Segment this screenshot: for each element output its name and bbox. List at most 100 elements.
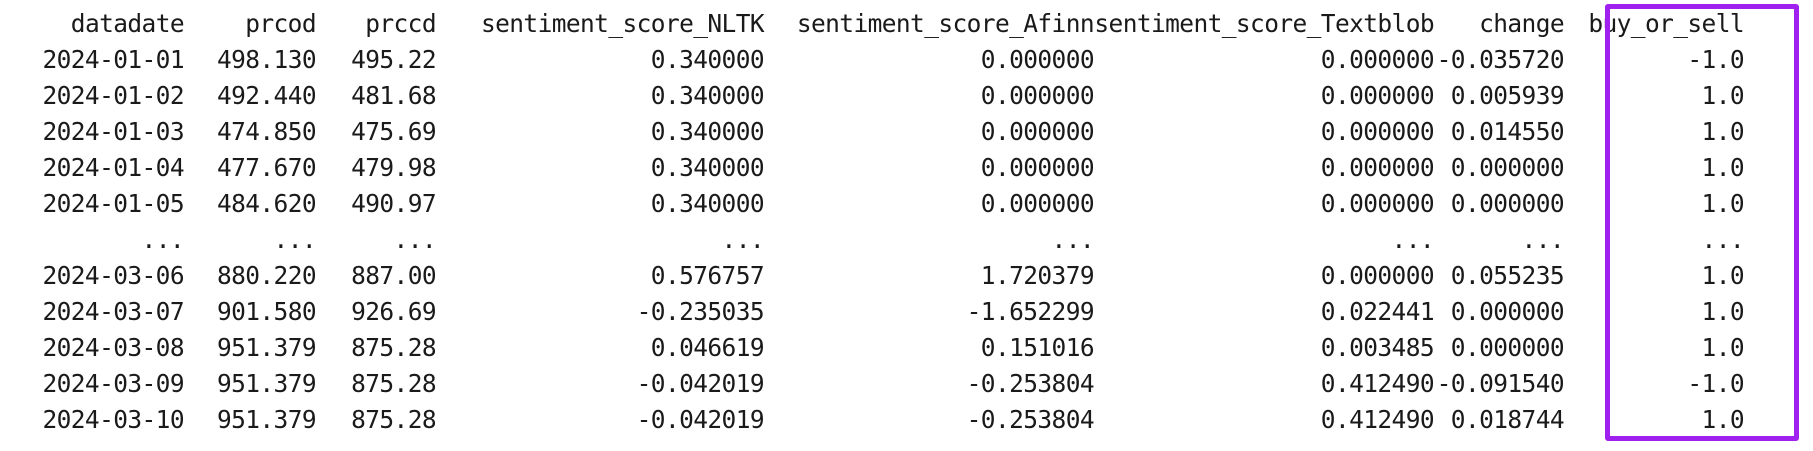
cell-sentiment-textblob: 0.022441 (1320, 297, 1435, 326)
cell-sentiment-afinn: 0.000000 (980, 117, 1095, 146)
column-header-prccd: prccd (365, 9, 436, 38)
cell-sentiment-afinn: -0.253804 (966, 405, 1095, 434)
cell-change: -0.091540 (1436, 369, 1565, 398)
table-row: 2024-03-10 951.379 875.28 -0.042019 -0.25380… (22, 402, 1744, 438)
cell-prccd: 875.28 (351, 333, 437, 362)
header-row: datadate prcod prccd sentiment_score_NLT… (22, 6, 1745, 42)
cell-change: 0.000000 (1450, 333, 1565, 362)
cell-prcod: 901.580 (216, 297, 317, 326)
cell-prccd: ... (393, 225, 437, 254)
cell-prcod: 951.379 (216, 405, 317, 434)
cell-datadate: 2024-01-03 (42, 117, 184, 146)
cell-sentiment-nltk: 0.340000 (650, 189, 765, 218)
cell-sentiment-nltk: -0.042019 (636, 369, 765, 398)
table-row: 2024-01-01 498.130 495.22 0.340000 0.000000 0… (22, 42, 1744, 78)
cell-sentiment-textblob: 0.000000 (1320, 117, 1435, 146)
cell-change: 0.000000 (1450, 297, 1565, 326)
cell-buy-or-sell: -1.0 (1687, 369, 1744, 398)
table-row: 2024-01-04 477.670 479.98 0.340000 0.000000 0… (22, 150, 1744, 186)
table-row: 2024-03-07 901.580 926.69 -0.235035 -1.65229… (22, 294, 1744, 330)
cell-sentiment-nltk: 0.340000 (650, 45, 765, 74)
table-row: 2024-01-03 474.850 475.69 0.340000 0.000000 0… (22, 114, 1744, 150)
cell-buy-or-sell: 1.0 (1701, 297, 1745, 326)
cell-sentiment-afinn: 0.000000 (980, 45, 1095, 74)
cell-sentiment-nltk: ... (721, 225, 765, 254)
cell-prccd: 875.28 (351, 405, 437, 434)
cell-datadate: 2024-01-05 (42, 189, 184, 218)
cell-prccd: 495.22 (351, 45, 437, 74)
cell-sentiment-textblob: 0.000000 (1320, 189, 1435, 218)
cell-change: 0.014550 (1450, 117, 1565, 146)
cell-sentiment-nltk: 0.340000 (650, 117, 765, 146)
dataframe-table: datadate prcod prccd sentiment_score_NLT… (22, 6, 1744, 438)
cell-change: ... (1521, 225, 1565, 254)
column-header-sentiment-textblob: sentiment_score_Textblob (1094, 9, 1434, 38)
table-row: 2024-01-05 484.620 490.97 0.340000 0.000000 0… (22, 186, 1744, 222)
cell-prcod: 880.220 (216, 261, 317, 290)
cell-buy-or-sell: 1.0 (1701, 405, 1745, 434)
cell-datadate: 2024-03-07 (42, 297, 184, 326)
cell-prcod: 484.620 (216, 189, 317, 218)
cell-change: -0.035720 (1436, 45, 1565, 74)
cell-sentiment-afinn: 1.720379 (980, 261, 1095, 290)
cell-change: 0.018744 (1450, 405, 1565, 434)
cell-prccd: 475.69 (351, 117, 437, 146)
column-header-datadate: datadate (70, 9, 185, 38)
cell-prccd: 875.28 (351, 369, 437, 398)
cell-sentiment-textblob: 0.412490 (1320, 369, 1435, 398)
cell-buy-or-sell: 1.0 (1701, 117, 1745, 146)
cell-prccd: 481.68 (351, 81, 437, 110)
cell-sentiment-textblob: 0.412490 (1320, 405, 1435, 434)
cell-buy-or-sell: -1.0 (1687, 45, 1744, 74)
cell-prccd: 490.97 (351, 189, 437, 218)
cell-sentiment-nltk: 0.046619 (650, 333, 765, 362)
cell-buy-or-sell: ... (1701, 225, 1745, 254)
cell-prccd: 479.98 (351, 153, 437, 182)
cell-sentiment-nltk: 0.576757 (650, 261, 765, 290)
cell-sentiment-textblob: 0.000000 (1320, 45, 1435, 74)
table-row: 2024-03-06 880.220 887.00 0.576757 1.720379 0… (22, 258, 1744, 294)
cell-prcod: 951.379 (216, 333, 317, 362)
cell-datadate: ... (141, 225, 185, 254)
cell-datadate: 2024-01-04 (42, 153, 184, 182)
cell-buy-or-sell: 1.0 (1701, 153, 1745, 182)
cell-change: 0.005939 (1450, 81, 1565, 110)
column-header-buy-or-sell: buy_or_sell (1588, 9, 1744, 38)
cell-sentiment-nltk: -0.235035 (636, 297, 765, 326)
table-row: 2024-03-09 951.379 875.28 -0.042019 -0.25380… (22, 366, 1744, 402)
cell-sentiment-afinn: 0.000000 (980, 153, 1095, 182)
cell-sentiment-textblob: 0.003485 (1320, 333, 1435, 362)
cell-datadate: 2024-01-02 (42, 81, 184, 110)
cell-buy-or-sell: 1.0 (1701, 81, 1745, 110)
cell-prccd: 887.00 (351, 261, 437, 290)
column-header-prcod: prcod (245, 9, 316, 38)
cell-sentiment-afinn: 0.000000 (980, 189, 1095, 218)
cell-prcod: 492.440 (216, 81, 317, 110)
table-row: 2024-01-02 492.440 481.68 0.340000 0.000000 0… (22, 78, 1744, 114)
cell-sentiment-afinn: -0.253804 (966, 369, 1095, 398)
cell-sentiment-textblob: 0.000000 (1320, 81, 1435, 110)
cell-prcod: 477.670 (216, 153, 317, 182)
cell-buy-or-sell: 1.0 (1701, 333, 1745, 362)
cell-datadate: 2024-01-01 (42, 45, 184, 74)
cell-change: 0.000000 (1450, 153, 1565, 182)
cell-sentiment-textblob: 0.000000 (1320, 153, 1435, 182)
table-row: 2024-03-08 951.379 875.28 0.046619 0.151016 0… (22, 330, 1744, 366)
cell-sentiment-textblob: 0.000000 (1320, 261, 1435, 290)
cell-prcod: 951.379 (216, 369, 317, 398)
cell-prccd: 926.69 (351, 297, 437, 326)
cell-sentiment-afinn: 0.000000 (980, 81, 1095, 110)
cell-datadate: 2024-03-10 (42, 405, 184, 434)
cell-prcod: 474.850 (216, 117, 317, 146)
cell-datadate: 2024-03-06 (42, 261, 184, 290)
cell-datadate: 2024-03-08 (42, 333, 184, 362)
cell-sentiment-nltk: 0.340000 (650, 153, 765, 182)
column-header-sentiment-nltk: sentiment_score_NLTK (480, 9, 765, 38)
cell-datadate: 2024-03-09 (42, 369, 184, 398)
column-header-sentiment-afinn: sentiment_score_Afinn (796, 9, 1095, 38)
cell-prcod: 498.130 (216, 45, 317, 74)
cell-sentiment-afinn: -1.652299 (966, 297, 1095, 326)
cell-sentiment-textblob: ... (1391, 225, 1435, 254)
cell-sentiment-afinn: ... (1051, 225, 1095, 254)
